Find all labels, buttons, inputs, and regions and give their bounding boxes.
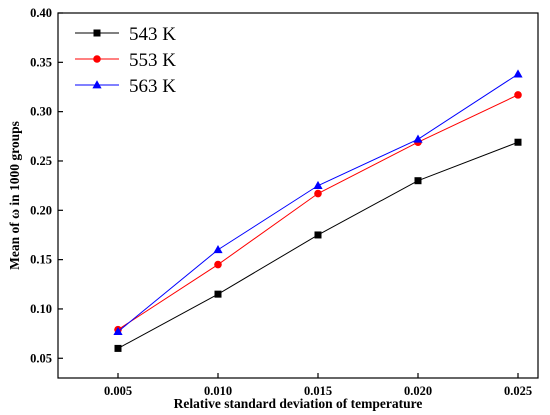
data-point [114,344,122,352]
series-line [117,94,519,331]
data-point [214,290,222,298]
x-axis: 0.005 0.010 0.015 0.020 0.025 [104,373,532,398]
legend-marker [93,29,101,37]
series-line [117,141,519,349]
data-point [413,134,423,143]
data-point [513,69,523,78]
y-tick-label: 0.40 [30,6,52,20]
plot-frame [57,12,539,379]
x-axis-title: Relative standard deviation of temperatu… [174,396,423,411]
legend-item: 553 K [75,50,176,71]
x-tick-label: 0.010 [204,384,232,398]
data-point [414,177,422,185]
y-axis-title: Mean of ω in 1000 groups [7,121,22,270]
legend-marker [92,80,102,89]
y-tick-label: 0.25 [30,154,52,168]
legend-item: 563 K [75,76,176,97]
series-0 [114,138,522,352]
y-tick-label: 0.20 [30,203,52,217]
series-layer [113,69,523,352]
series-line [117,73,519,333]
data-point [313,180,323,190]
data-point [113,326,123,336]
y-tick-label: 0.10 [30,302,52,316]
data-point [214,260,222,269]
data-point [213,244,223,254]
data-point [514,91,522,99]
legend-label: 553 K [129,50,176,71]
series-1 [114,91,522,334]
y-tick-label: 0.30 [30,105,52,119]
x-tick-label: 0.025 [504,384,532,398]
legend: 543 K 553 K 563 K [75,24,176,97]
x-tick-label: 0.020 [404,384,432,398]
data-point [314,189,322,198]
legend-label: 563 K [129,76,176,97]
legend-label: 543 K [129,24,176,45]
y-axis: 0.05 0.10 0.15 0.20 0.25 0.30 0.35 0.40 [30,6,63,365]
data-point [314,231,322,239]
y-tick-label: 0.35 [30,55,52,69]
data-point [514,138,522,146]
x-tick-label: 0.015 [304,384,332,398]
series-2 [113,69,523,336]
legend-marker [93,55,101,63]
y-tick-label: 0.05 [30,351,52,365]
y-tick-label: 0.15 [30,253,52,267]
x-tick-label: 0.005 [104,384,132,398]
legend-item: 543 K [75,24,176,45]
